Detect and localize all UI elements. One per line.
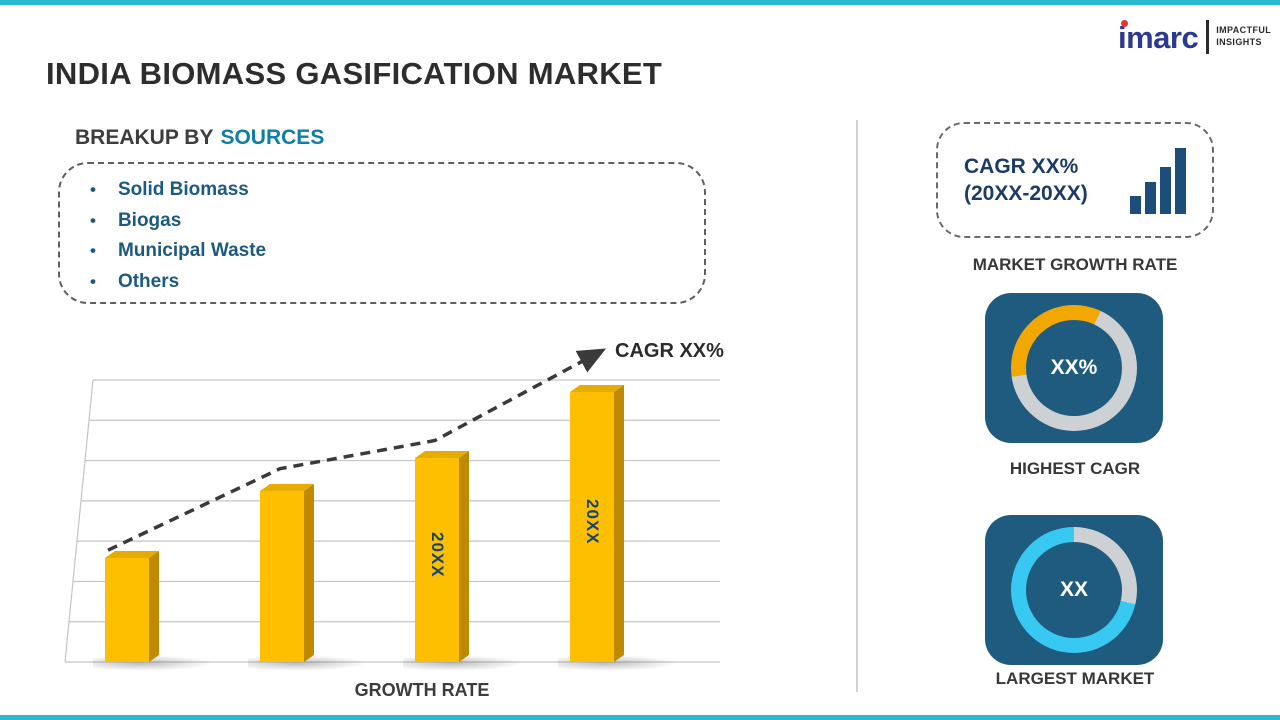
bar-front-face (415, 458, 459, 662)
list-item-label: Others (117, 270, 180, 292)
page-title: INDIA BIOMASS GASIFICATION MARKET (46, 56, 663, 91)
bar-front-face (570, 392, 614, 662)
bullet-icon: • (90, 210, 96, 230)
vertical-divider (856, 120, 858, 692)
bar-side-face (614, 384, 624, 662)
bar-chart-icon-bar (1175, 148, 1186, 214)
chart-bar (105, 550, 159, 662)
largest-market-value: XX (1059, 578, 1088, 601)
list-item: • Solid Biomass (90, 175, 704, 206)
list-item-label: Biogas (117, 209, 182, 231)
cagr-trend-label: CAGR XX% (615, 340, 724, 362)
x-axis-label: GROWTH RATE (354, 680, 490, 700)
bar-label: 20XX (583, 499, 602, 545)
market-growth-rate-label: MARKET GROWTH RATE (972, 255, 1178, 274)
logo-red-dot-icon (1121, 20, 1128, 27)
highest-cagr-donut: XX% (1011, 305, 1137, 431)
bar-side-face (149, 550, 159, 662)
cagr-card: CAGR XX% (20XX-20XX) (936, 122, 1214, 238)
chart-bar: 20XX (415, 450, 469, 662)
sources-list: • Solid Biomass • Biogas • Municipal Waste … (60, 164, 704, 297)
breakup-heading-highlight: SOURCES (220, 126, 325, 149)
list-item: • Others (90, 267, 704, 298)
cagr-card-line2: (20XX-20XX) (964, 182, 1088, 205)
bullet-icon: • (90, 180, 96, 200)
breakup-heading-prefix: BREAKUP BY (75, 126, 214, 149)
logo-tagline-top: IMPACTFUL (1216, 25, 1272, 36)
list-item-label: Solid Biomass (117, 179, 249, 201)
largest-market-tile: XX (985, 515, 1163, 665)
bar-front-face (260, 491, 304, 662)
bar-front-face (105, 558, 149, 662)
largest-market-donut: XX (1011, 527, 1137, 653)
highest-cagr-value: XX% (1050, 356, 1098, 379)
bar-chart-icon-bar (1160, 167, 1171, 214)
logo-tagline: IMPACTFUL INSIGHTS (1216, 25, 1271, 48)
list-item-label: Municipal Waste (117, 240, 267, 262)
cagr-card-text: CAGR XX% (20XX-20XX) (964, 156, 1088, 204)
breakup-heading: BREAKUP BY SOURCES (75, 126, 324, 150)
chart-bar (260, 483, 314, 662)
list-item: • Municipal Waste (90, 236, 704, 267)
bar-chart: 20XX 20XX (45, 335, 745, 675)
highest-cagr-tile: XX% (985, 293, 1163, 443)
bar-label: 20XX (428, 532, 447, 578)
gridline (64, 379, 94, 663)
bar-chart-icon (1130, 146, 1186, 214)
trend-line (107, 348, 607, 552)
sources-box: • Solid Biomass • Biogas • Municipal Waste … (58, 162, 706, 304)
chart-bar: 20XX (570, 384, 624, 662)
highest-cagr-label: HIGHEST CAGR (1009, 459, 1141, 478)
bullet-icon: • (90, 271, 96, 291)
bar-chart-icon-bar (1145, 182, 1156, 214)
list-item: • Biogas (90, 206, 704, 237)
logo-tagline-bottom: INSIGHTS (1216, 37, 1262, 47)
imarc-logo-wordmark: imarc (1118, 19, 1199, 55)
cagr-card-line1: CAGR XX% (964, 155, 1079, 178)
bar-chart-icon-bar (1130, 196, 1141, 214)
imarc-logo: imarc IMPACTFUL INSIGHTS (1118, 20, 1271, 54)
bar-side-face (304, 483, 314, 662)
chart-canvas (64, 348, 720, 663)
bottom-accent-bar (0, 715, 1280, 720)
top-accent-bar (0, 0, 1280, 5)
logo-divider (1206, 20, 1210, 54)
bar-side-face (459, 450, 469, 662)
largest-market-label: LARGEST MARKET (995, 669, 1155, 688)
bullet-icon: • (90, 241, 96, 261)
